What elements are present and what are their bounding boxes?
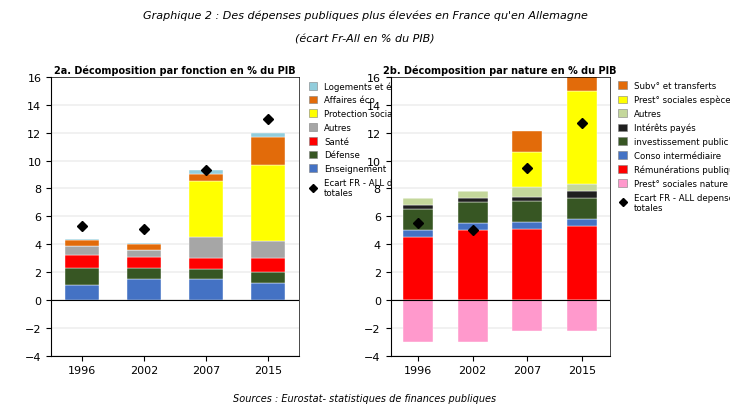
Bar [512, 202, 542, 222]
Bar [512, 300, 542, 331]
Bar [458, 300, 488, 342]
Text: Sources : Eurostat- statistiques de finances publiques: Sources : Eurostat- statistiques de fina… [234, 393, 496, 403]
Bar [251, 258, 285, 272]
Bar [403, 238, 433, 300]
Bar [512, 197, 542, 202]
Bar [403, 300, 433, 342]
Bar [65, 239, 99, 240]
Bar [65, 256, 99, 268]
Bar [567, 199, 597, 220]
Bar [512, 222, 542, 229]
Bar [189, 238, 223, 258]
Bar [251, 242, 285, 258]
Bar [127, 245, 161, 250]
Bar [65, 240, 99, 246]
Bar [458, 231, 488, 300]
Bar [403, 199, 433, 206]
Bar [251, 272, 285, 283]
Text: Graphique 2 : Des dépenses publiques plus élevées en France qu'en Allemagne: Graphique 2 : Des dépenses publiques plu… [142, 10, 588, 21]
Bar [189, 171, 223, 175]
Bar [567, 227, 597, 300]
Bar [567, 192, 597, 199]
Bar [567, 53, 597, 92]
Bar [567, 92, 597, 185]
Bar [403, 206, 433, 210]
Bar [189, 270, 223, 279]
Legend: Subv° et transferts, Prest° sociales espèces, Autres, Intérêts payés, investisse: Subv° et transferts, Prest° sociales esp… [618, 82, 730, 212]
Bar [403, 210, 433, 231]
Title: 2a. Décomposition par fonction en % du PIB: 2a. Décomposition par fonction en % du P… [55, 65, 296, 76]
Bar [458, 203, 488, 224]
Bar [251, 133, 285, 137]
Bar [127, 257, 161, 268]
Bar [251, 137, 285, 165]
Bar [189, 175, 223, 182]
Legend: Logements et équipts, Affaires éco, Protection sociale, Autres, Santé, Défense, : Logements et équipts, Affaires éco, Prot… [309, 82, 429, 198]
Bar [458, 192, 488, 199]
Bar [512, 153, 542, 188]
Bar [458, 224, 488, 231]
Bar [189, 258, 223, 270]
Bar [567, 300, 597, 331]
Bar [403, 231, 433, 238]
Title: 2b. Décomposition par nature en % du PIB: 2b. Décomposition par nature en % du PIB [383, 65, 617, 76]
Bar [189, 182, 223, 238]
Bar [567, 185, 597, 192]
Bar [251, 283, 285, 300]
Bar [127, 250, 161, 257]
Bar [65, 268, 99, 285]
Bar [189, 279, 223, 300]
Bar [65, 285, 99, 300]
Bar [512, 229, 542, 300]
Bar [512, 188, 542, 197]
Bar [458, 199, 488, 203]
Bar [127, 279, 161, 300]
Bar [127, 268, 161, 279]
Bar [127, 243, 161, 245]
Bar [251, 165, 285, 242]
Bar [567, 220, 597, 227]
Text: (écart Fr-All en % du PIB): (écart Fr-All en % du PIB) [295, 35, 435, 45]
Bar [65, 246, 99, 256]
Bar [512, 132, 542, 153]
